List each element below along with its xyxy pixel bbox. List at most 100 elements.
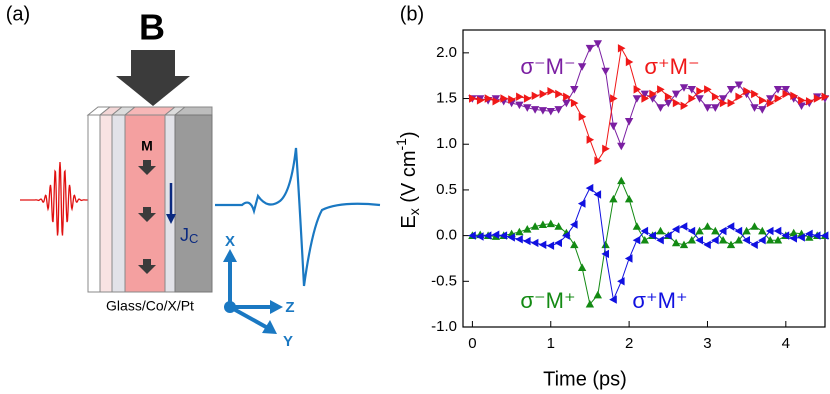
data-point [726,240,736,249]
data-point [743,87,751,96]
data-point [718,226,727,236]
y-title-part: x [406,208,422,215]
series-label: σ⁻M⁻ [520,54,575,79]
data-point [649,89,657,99]
current-symbol: J [180,225,189,245]
data-point [773,226,782,236]
data-point [546,108,555,116]
data-point [468,231,476,240]
data-point [679,222,688,231]
laser-pulse [20,161,100,236]
data-point [774,94,783,103]
data-point [531,91,540,100]
data-point [554,238,562,248]
data-point [500,94,508,103]
data-point [742,236,750,245]
axis-z-label: Z [285,299,294,316]
data-point [609,194,618,203]
data-point [680,101,689,110]
glass [87,114,101,293]
data-point [711,236,719,245]
data-point [703,222,712,230]
data-point [570,98,579,108]
data-point [711,104,720,112]
data-point [687,86,696,94]
data-point [687,226,696,236]
data-point [758,226,767,235]
data-point [570,220,578,229]
data-point [781,86,790,94]
data-point [641,94,649,103]
data-point [632,236,641,245]
data-point [664,231,672,240]
data-point [585,44,595,53]
diagram: (a) B M JC Glass/Co/X/Pt [6,3,381,350]
data-point [585,300,595,308]
data-point [679,84,689,92]
field-arrow-body [131,50,175,76]
y-tick-label: 2.0 [436,44,457,61]
y-tick-label: 0.5 [436,181,457,198]
data-point [491,95,501,103]
data-point [483,231,492,240]
data-point [562,99,571,108]
data-point [617,176,626,185]
data-point [554,106,563,114]
plot-frame [462,29,826,328]
data-point [577,199,586,208]
data-point [617,277,625,286]
data-point [491,230,500,239]
data-point [703,240,711,249]
series-label: σ⁺M⁺ [632,288,687,313]
data-point [632,222,642,230]
data-point [820,231,829,240]
data-point [546,241,555,250]
data-point [656,226,665,235]
series-label: σ⁻M⁺ [520,288,575,313]
axis-y-label: Y [283,333,293,350]
data-point [554,222,563,230]
data-point [508,95,516,104]
data-point [617,44,626,53]
data-point [758,236,766,245]
x-tick-label: 4 [782,335,790,352]
data-point [813,231,821,240]
data-point [789,234,797,243]
data-point [484,94,493,103]
data-point [679,240,689,249]
data-point [625,57,634,67]
data-point [476,96,485,105]
data-point [640,226,649,236]
data-point [766,98,775,108]
data-point [640,236,649,244]
data-point [601,67,610,76]
data-point [601,240,610,249]
current-subscript: C [189,231,198,246]
y-tick-label: -0.5 [431,272,457,289]
data-point [695,236,703,245]
data-point [773,86,783,94]
data-point [718,95,728,103]
magnetization-label: M [141,138,153,154]
stack-label: Glass/Co/X/Pt [106,298,194,314]
data-point [688,94,696,103]
data-point [516,92,524,101]
data-point [523,94,532,103]
y-title-part: ) [398,131,420,138]
data-point [617,142,626,151]
axis-x-label: X [225,233,235,250]
data-point [821,92,830,101]
data-point [610,94,618,103]
data-point [664,92,673,101]
data-point [538,220,548,228]
data-point [806,97,814,106]
data-point [734,236,743,244]
data-point [671,238,681,247]
data-point [797,233,805,242]
data-point [570,86,579,94]
data-point [734,81,743,89]
data-point [759,96,767,105]
layer [99,114,113,293]
x-tick-label: 0 [468,335,476,352]
